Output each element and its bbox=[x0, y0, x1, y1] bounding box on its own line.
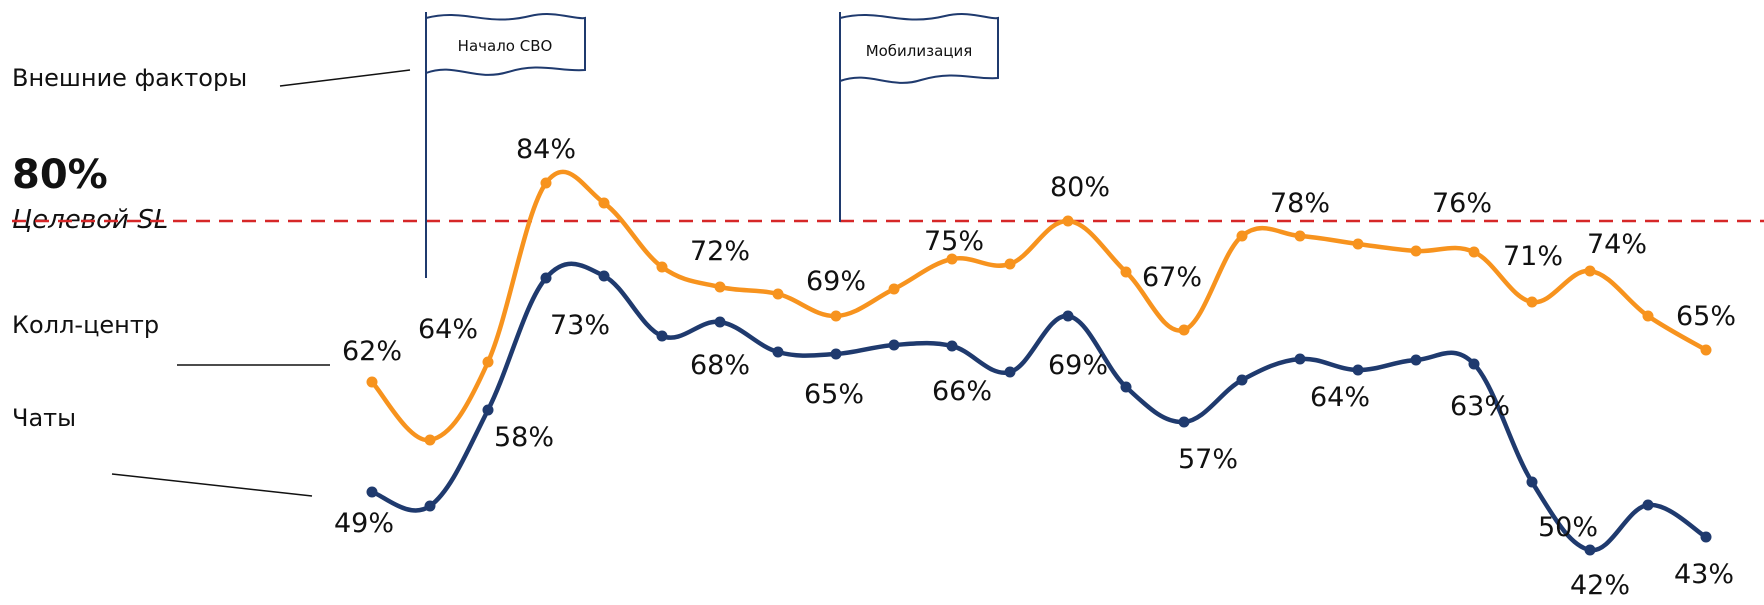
value-label-callcenter: 74% bbox=[1587, 229, 1647, 260]
value-label-chats: 68% bbox=[690, 350, 750, 381]
point-callcenter bbox=[888, 283, 900, 295]
value-label-callcenter: 84% bbox=[516, 134, 576, 165]
point-chats bbox=[1584, 544, 1596, 556]
chats-label: Чаты bbox=[12, 404, 77, 432]
point-callcenter bbox=[1062, 215, 1074, 227]
value-label-callcenter: 76% bbox=[1432, 188, 1492, 219]
value-label-chats: 49% bbox=[334, 508, 394, 539]
value-label-callcenter: 65% bbox=[1676, 301, 1736, 332]
point-callcenter bbox=[1004, 258, 1016, 270]
value-label-callcenter: 69% bbox=[806, 266, 866, 297]
callcenter-label: Колл-центр bbox=[12, 311, 160, 339]
value-label-chats: 42% bbox=[1570, 570, 1630, 601]
value-label-chats: 64% bbox=[1310, 382, 1370, 413]
point-chats bbox=[1178, 416, 1190, 428]
point-chats bbox=[424, 500, 436, 512]
point-chats bbox=[946, 340, 958, 352]
point-chats bbox=[1526, 476, 1538, 488]
point-chats bbox=[540, 272, 552, 284]
point-chats bbox=[1062, 310, 1074, 322]
value-label-callcenter: 67% bbox=[1142, 262, 1202, 293]
value-label-chats: 65% bbox=[804, 379, 864, 410]
value-label-chats: 73% bbox=[550, 310, 610, 341]
point-chats bbox=[714, 316, 726, 328]
point-callcenter bbox=[1468, 246, 1480, 258]
point-callcenter bbox=[1178, 324, 1190, 336]
series-line-chats bbox=[371, 261, 1708, 553]
external-factors-leader bbox=[279, 69, 411, 87]
flag-label-mobilization: Мобилизация bbox=[866, 42, 973, 60]
value-label-callcenter: 78% bbox=[1270, 188, 1330, 219]
point-chats bbox=[1410, 354, 1422, 366]
point-callcenter bbox=[482, 356, 494, 368]
target-value-label: 80% bbox=[12, 152, 108, 198]
chats-leader bbox=[111, 473, 313, 497]
point-callcenter bbox=[714, 281, 726, 293]
point-callcenter bbox=[830, 310, 842, 322]
point-chats bbox=[1294, 353, 1306, 365]
point-chats bbox=[1700, 531, 1712, 543]
point-callcenter bbox=[1352, 238, 1364, 250]
point-callcenter bbox=[598, 197, 610, 209]
point-callcenter bbox=[424, 434, 436, 446]
point-chats bbox=[366, 486, 378, 498]
point-callcenter bbox=[1584, 265, 1596, 277]
series-layer bbox=[366, 169, 1712, 556]
flag-mobilization: Мобилизация bbox=[839, 12, 999, 222]
point-chats bbox=[1352, 364, 1364, 376]
value-label-chats: 43% bbox=[1674, 559, 1734, 590]
point-callcenter bbox=[1294, 230, 1306, 242]
point-chats bbox=[1468, 358, 1480, 370]
point-chats bbox=[830, 348, 842, 360]
point-chats bbox=[772, 346, 784, 358]
value-label-chats: 50% bbox=[1538, 512, 1598, 543]
point-chats bbox=[888, 339, 900, 351]
point-callcenter bbox=[1642, 310, 1654, 322]
value-label-callcenter: 75% bbox=[924, 226, 984, 257]
value-label-callcenter: 80% bbox=[1050, 172, 1110, 203]
point-callcenter bbox=[1410, 245, 1422, 257]
flag-label-start-svo: Начало СВО bbox=[458, 37, 553, 55]
point-callcenter bbox=[772, 288, 784, 300]
value-label-callcenter: 71% bbox=[1503, 241, 1563, 272]
value-labels-layer: 62% 64% 84% 72% 69% 75% 80% 67% 78% 76% 71% 74% 65% 4… bbox=[334, 134, 1736, 601]
point-chats bbox=[1120, 381, 1132, 393]
point-callcenter bbox=[1526, 296, 1538, 308]
value-label-chats: 58% bbox=[494, 422, 554, 453]
value-label-callcenter: 64% bbox=[418, 314, 478, 345]
flag-start-svo: Начало СВО bbox=[425, 12, 586, 278]
point-chats bbox=[656, 330, 668, 342]
value-label-callcenter: 72% bbox=[690, 236, 750, 267]
value-label-callcenter: 62% bbox=[342, 336, 402, 367]
point-chats bbox=[1236, 374, 1248, 386]
value-label-chats: 69% bbox=[1048, 350, 1108, 381]
point-callcenter bbox=[656, 261, 668, 273]
point-chats bbox=[598, 270, 610, 282]
point-callcenter bbox=[366, 376, 378, 388]
external-factors-label: Внешние факторы bbox=[12, 64, 248, 92]
point-callcenter bbox=[1236, 230, 1248, 242]
point-callcenter bbox=[1120, 266, 1132, 278]
value-label-chats: 63% bbox=[1450, 391, 1510, 422]
point-callcenter bbox=[540, 177, 552, 189]
point-callcenter bbox=[1700, 344, 1712, 356]
point-callcenter bbox=[946, 253, 958, 265]
value-label-chats: 57% bbox=[1178, 444, 1238, 475]
point-chats bbox=[1642, 499, 1654, 511]
point-chats bbox=[1004, 366, 1016, 378]
value-label-chats: 66% bbox=[932, 376, 992, 407]
point-chats bbox=[482, 404, 494, 416]
